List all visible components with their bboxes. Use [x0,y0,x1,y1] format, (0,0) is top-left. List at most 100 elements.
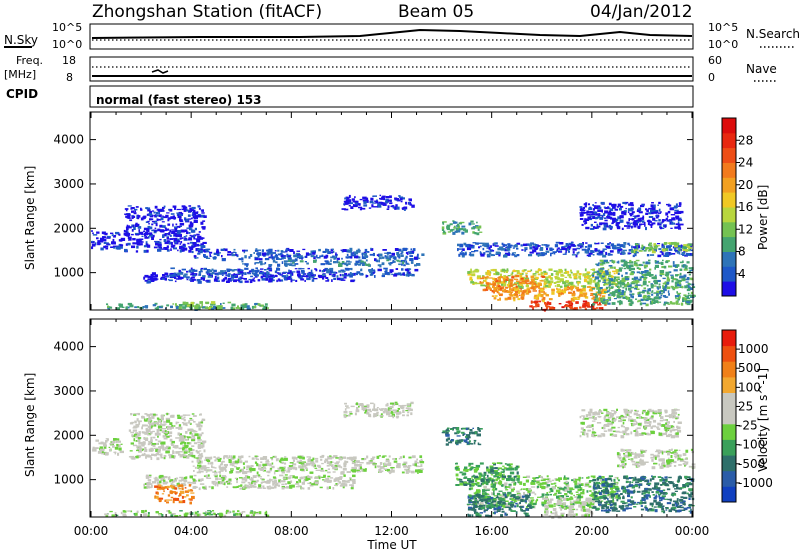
heatmap-cell [115,438,119,440]
heatmap-cell [208,270,212,273]
heatmap-cell [679,250,681,252]
heatmap-cell [181,491,184,494]
heatmap-cell [199,208,201,210]
heatmap-cell [157,492,159,495]
heatmap-cell [350,280,354,282]
heatmap-cell [186,494,189,496]
heatmap-cell [351,268,353,270]
heatmap-cell [677,252,680,254]
heatmap-cell [197,442,201,444]
heatmap-cell [159,514,161,515]
heatmap-cell [611,223,614,225]
heatmap-cell [168,477,170,480]
heatmap-cell [122,513,126,516]
heatmap-cell [652,251,656,254]
heatmap-cell [147,279,151,280]
heatmap-cell [247,476,250,479]
heatmap-cell [149,218,153,220]
heatmap-cell [604,217,606,219]
heatmap-cell [189,502,192,505]
heatmap-cell [196,424,200,427]
heatmap-cell [347,263,350,265]
heatmap-cell [214,474,217,475]
heatmap-cell [542,244,544,246]
heatmap-cell [642,291,645,294]
heatmap-cell [653,276,657,279]
heatmap-cell [301,466,304,469]
heatmap-cell [342,208,346,210]
heatmap-cell [663,246,665,248]
heatmap-cell [620,250,622,252]
heatmap-cell [131,246,135,249]
heatmap-cell [651,224,653,225]
heatmap-cell [152,437,155,439]
heatmap-cell [161,442,165,445]
heatmap-cell [255,258,259,260]
heatmap-cell [233,513,236,516]
heatmap-cell [670,222,672,224]
heatmap-cell [665,272,669,275]
heatmap-cell [197,244,200,247]
heatmap-cell [658,248,661,250]
heatmap-cell [597,226,600,228]
heatmap-cell [533,306,537,307]
heatmap-cell [293,262,295,264]
heatmap-cell [331,279,333,282]
heatmap-cell [453,227,455,229]
heatmap-cell [272,258,275,260]
heatmap-cell [401,268,404,271]
heatmap-cell [235,478,237,479]
heatmap-cell [342,457,346,459]
heatmap-cell [154,425,156,427]
nsky-tick-bottom: 10^0 [52,38,82,51]
heatmap-cell [161,514,163,517]
heatmap-cell [173,275,177,276]
heatmap-cell [386,196,390,198]
heatmap-cell [352,469,356,472]
heatmap-cell [342,271,345,272]
heatmap-cell [349,251,353,253]
heatmap-cell [535,303,539,306]
heatmap-cell [333,272,336,274]
heatmap-cell [634,220,637,222]
heatmap-cell [132,242,135,244]
heatmap-cell [338,264,343,267]
heatmap-cell [209,486,211,488]
heatmap-cell [176,278,179,279]
heatmap-cell [649,244,652,246]
heatmap-cell [319,270,321,272]
heatmap-cell [529,305,532,307]
heatmap-cell [659,284,661,286]
heatmap-cell [346,407,350,408]
heatmap-cell [649,269,651,271]
heatmap-cell [366,456,368,459]
heatmap-cell [397,410,399,412]
heatmap-cell [668,290,670,293]
heatmap-cell [591,214,595,216]
heatmap-cell [336,461,340,462]
heatmap-cell [385,272,389,275]
heatmap-cell [573,248,577,250]
heatmap-cell [382,257,385,259]
heatmap-cell [239,513,241,516]
heatmap-cell [592,269,595,272]
heatmap-cell [290,462,294,463]
heatmap-cell [524,247,527,249]
heatmap-cell [268,487,272,489]
heatmap-cell [106,244,110,245]
heatmap-cell [604,210,608,213]
heatmap-cell [495,245,499,247]
heatmap-cell [392,415,394,418]
heatmap-cell [597,304,601,306]
heatmap-cell [143,216,146,218]
heatmap-cell [580,218,584,220]
heatmap-cell [303,476,305,479]
heatmap-cell [487,272,491,275]
heatmap-cell [164,500,166,502]
heatmap-cell [605,270,609,272]
heatmap-cell [625,296,627,298]
heatmap-cell [288,270,290,273]
heatmap-cell [627,283,630,285]
heatmap-cell [592,288,595,290]
